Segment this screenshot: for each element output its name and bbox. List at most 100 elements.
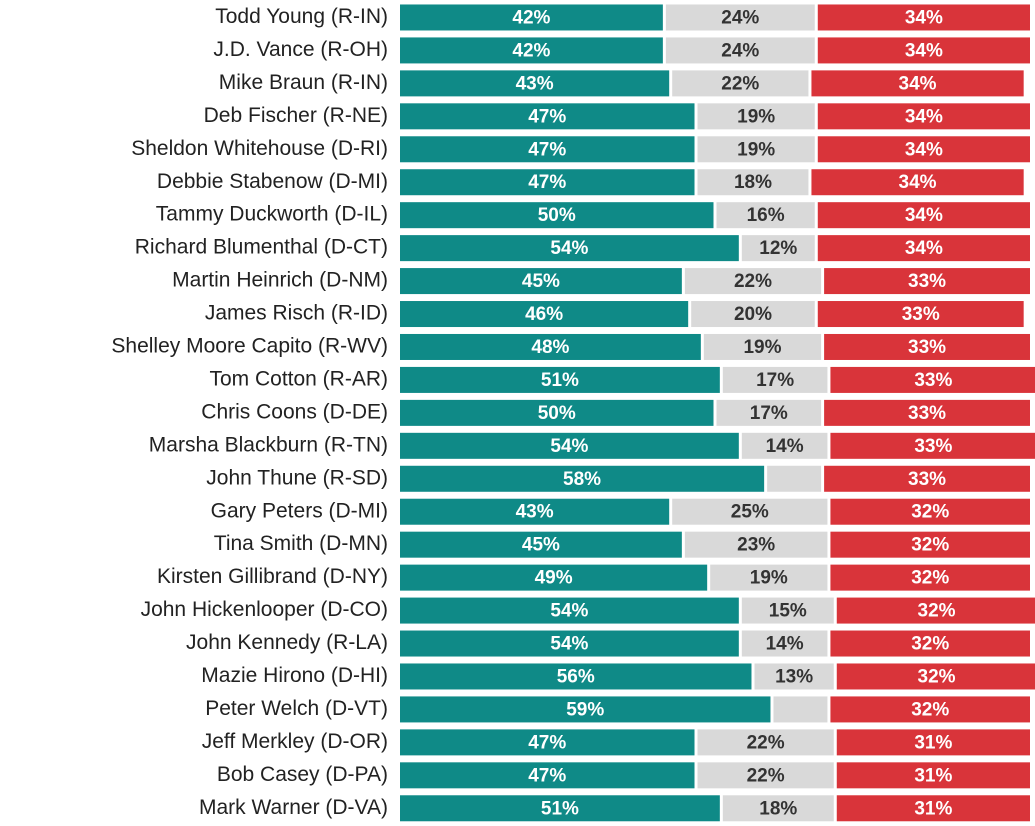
category-label: Todd Young (R-IN) bbox=[215, 5, 388, 28]
bar-segment bbox=[830, 366, 1035, 393]
bar-segment bbox=[773, 696, 828, 723]
bar-segment bbox=[741, 630, 828, 657]
value-label: 13% bbox=[775, 666, 813, 687]
bar-segment bbox=[830, 696, 1030, 723]
value-label: 32% bbox=[911, 535, 949, 556]
bar-segment bbox=[811, 169, 1024, 196]
value-label: 33% bbox=[914, 436, 952, 457]
value-label: 16% bbox=[747, 205, 785, 226]
value-label: 33% bbox=[908, 271, 946, 292]
value-label: 54% bbox=[550, 601, 588, 622]
bar-segment bbox=[400, 630, 739, 657]
category-label: Sheldon Whitehouse (D-RI) bbox=[131, 137, 388, 160]
value-label: 31% bbox=[914, 732, 952, 753]
bar-segment bbox=[703, 333, 822, 360]
bar-segment bbox=[400, 301, 689, 328]
bar-segment bbox=[817, 136, 1030, 163]
value-label: 32% bbox=[911, 699, 949, 720]
bar-segment bbox=[672, 498, 828, 525]
bar-segment bbox=[817, 202, 1030, 229]
bar-segment bbox=[817, 235, 1030, 262]
bar-segment bbox=[811, 70, 1024, 97]
bar-segment bbox=[400, 729, 695, 756]
value-label: 49% bbox=[535, 568, 573, 589]
value-label: 54% bbox=[550, 634, 588, 655]
value-label: 32% bbox=[911, 502, 949, 523]
value-label: 14% bbox=[766, 436, 804, 457]
bar-segment bbox=[672, 70, 809, 97]
value-label: 51% bbox=[541, 370, 579, 391]
bar-segment bbox=[400, 70, 670, 97]
bar-segment bbox=[836, 795, 1030, 822]
category-label: Martin Heinrich (D-NM) bbox=[172, 269, 388, 292]
category-label: Gary Peters (D-MI) bbox=[211, 499, 388, 522]
bar-segment bbox=[824, 465, 1030, 492]
bar-segment bbox=[824, 399, 1030, 426]
value-label: 59% bbox=[566, 699, 604, 720]
value-label: 32% bbox=[918, 601, 956, 622]
bar-segment bbox=[400, 564, 708, 591]
bar-segment bbox=[400, 103, 695, 130]
value-label: 23% bbox=[737, 535, 775, 556]
bar-segment bbox=[824, 333, 1030, 360]
bar-segment bbox=[697, 729, 834, 756]
bar-segment bbox=[684, 268, 822, 295]
category-label: Peter Welch (D-VT) bbox=[205, 697, 388, 720]
bar-segment bbox=[824, 268, 1030, 295]
bar-segment bbox=[665, 37, 815, 64]
bar-segment bbox=[697, 136, 815, 163]
bar-segment bbox=[400, 498, 670, 525]
value-label: 34% bbox=[899, 172, 937, 193]
value-label: 50% bbox=[538, 205, 576, 226]
bar-segment bbox=[836, 762, 1030, 789]
value-label: 25% bbox=[731, 502, 769, 523]
bar-segment bbox=[697, 103, 815, 130]
bar-segment bbox=[400, 663, 752, 690]
value-label: 47% bbox=[528, 732, 566, 753]
value-label: 34% bbox=[905, 40, 943, 61]
category-label: Deb Fischer (R-NE) bbox=[204, 104, 388, 127]
bar-segment bbox=[400, 465, 765, 492]
bar-segment bbox=[400, 432, 739, 459]
value-label: 32% bbox=[911, 568, 949, 589]
category-label: Mike Braun (R-IN) bbox=[219, 71, 388, 94]
bar-segment bbox=[697, 762, 834, 789]
value-label: 54% bbox=[550, 238, 588, 259]
bar-segment bbox=[830, 498, 1030, 525]
value-label: 58% bbox=[563, 469, 601, 490]
value-label: 19% bbox=[737, 139, 775, 160]
value-label: 34% bbox=[905, 7, 943, 28]
bar-segment bbox=[817, 103, 1030, 130]
value-label: 22% bbox=[747, 732, 785, 753]
category-label: Tammy Duckworth (D-IL) bbox=[156, 203, 388, 226]
value-label: 24% bbox=[721, 7, 759, 28]
value-label: 34% bbox=[905, 139, 943, 160]
value-label: 45% bbox=[522, 535, 560, 556]
value-label: 18% bbox=[759, 798, 797, 819]
category-label: J.D. Vance (R-OH) bbox=[213, 38, 388, 61]
bar-segment bbox=[817, 4, 1030, 31]
bar-segment bbox=[741, 597, 834, 624]
bar-segment bbox=[722, 366, 828, 393]
category-label: John Thune (R-SD) bbox=[206, 466, 388, 489]
bar-segment bbox=[400, 333, 701, 360]
category-label: Bob Casey (D-PA) bbox=[217, 763, 388, 786]
value-label: 43% bbox=[516, 502, 554, 523]
value-label: 51% bbox=[541, 798, 579, 819]
value-label: 42% bbox=[512, 40, 550, 61]
bar-segment bbox=[817, 37, 1030, 64]
bar-segment bbox=[741, 432, 828, 459]
value-label: 34% bbox=[905, 106, 943, 127]
bar-segment bbox=[716, 202, 815, 229]
bar-segment bbox=[684, 531, 828, 558]
bar-segment bbox=[754, 663, 834, 690]
value-label: 31% bbox=[914, 765, 952, 786]
value-label: 20% bbox=[734, 304, 772, 325]
category-label: Shelley Moore Capito (R-WV) bbox=[111, 335, 388, 358]
bar-segment bbox=[400, 795, 720, 822]
bar-segment bbox=[817, 301, 1024, 328]
category-label: James Risch (R-ID) bbox=[205, 302, 388, 325]
category-label: Tom Cotton (R-AR) bbox=[209, 367, 388, 390]
category-label: Jeff Merkley (D-OR) bbox=[202, 730, 388, 753]
